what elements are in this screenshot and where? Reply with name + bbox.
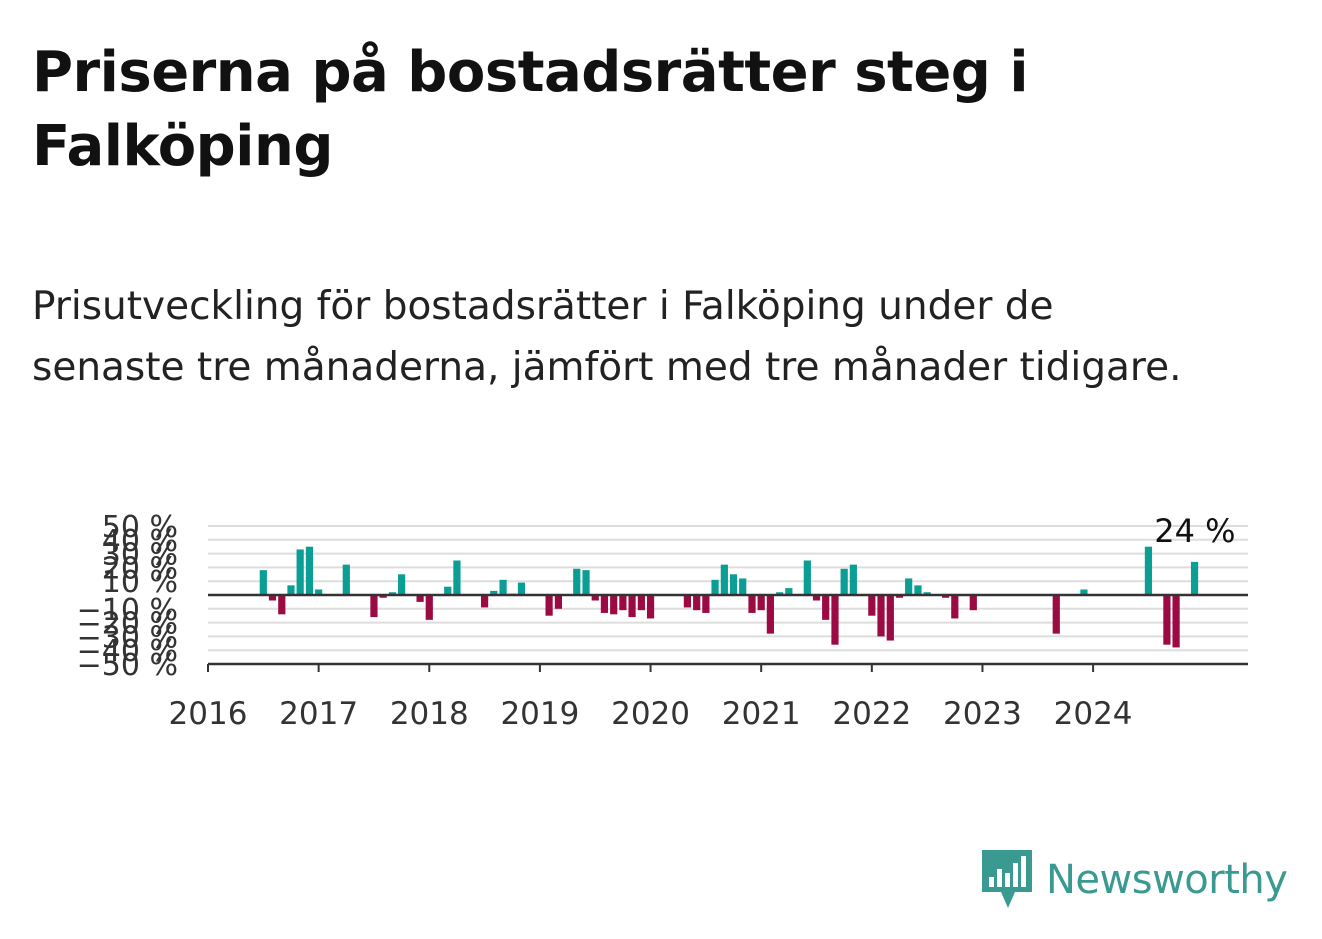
bar xyxy=(822,595,830,620)
bar xyxy=(315,589,323,595)
bar xyxy=(305,546,314,595)
x-tick-label: 2022 xyxy=(832,696,911,732)
bar xyxy=(942,595,950,598)
brand-name: Newsworthy xyxy=(1046,857,1288,903)
bar xyxy=(619,595,627,611)
bar xyxy=(1172,595,1180,648)
bar xyxy=(849,564,857,595)
bar xyxy=(490,590,498,595)
x-tick-label: 2018 xyxy=(390,696,469,732)
bar xyxy=(969,595,977,611)
bar xyxy=(480,595,489,608)
x-tick-label: 2019 xyxy=(500,696,579,732)
bars xyxy=(259,546,1199,648)
bar xyxy=(905,578,913,595)
y-tick-label: −30 % xyxy=(77,620,178,655)
bar xyxy=(1190,561,1199,595)
bar xyxy=(702,595,710,613)
bar xyxy=(683,595,691,608)
x-tick-label: 2021 xyxy=(722,696,801,732)
bar xyxy=(278,595,286,615)
bar xyxy=(610,595,618,615)
bar xyxy=(831,595,839,645)
bar xyxy=(582,570,590,595)
bar xyxy=(646,595,655,619)
bar xyxy=(370,595,378,618)
bar xyxy=(1052,595,1060,634)
bar xyxy=(757,595,765,611)
bar xyxy=(517,582,526,595)
bar xyxy=(628,595,636,618)
bar xyxy=(729,574,738,595)
bar xyxy=(388,592,397,595)
bar xyxy=(296,549,304,595)
bar xyxy=(637,595,645,611)
grid-lines xyxy=(208,525,1248,652)
bar xyxy=(342,564,350,595)
y-tick-label: 10 % xyxy=(102,565,178,600)
bar xyxy=(600,595,609,613)
chart-subtitle: Prisutveckling för bostadsrätter i Falkö… xyxy=(32,284,1182,390)
last-value-label: 24 % xyxy=(1154,512,1235,550)
bar xyxy=(268,595,277,601)
y-tick-label: −40 % xyxy=(77,634,178,669)
bar xyxy=(693,595,701,611)
bar xyxy=(711,579,719,595)
tick-labels: −50 %−40 %−30 %−20 %−10 %10 %20 %30 %40 … xyxy=(77,510,1236,732)
x-tick-label: 2024 xyxy=(1054,696,1133,732)
x-tick-label: 2017 xyxy=(279,696,358,732)
bar xyxy=(803,560,811,595)
bar xyxy=(545,595,553,616)
y-tick-label: 30 % xyxy=(102,538,178,573)
bar xyxy=(591,595,599,601)
newsworthy-logo: Newsworthy xyxy=(982,850,1288,910)
bar xyxy=(720,564,728,595)
bar xyxy=(425,595,433,620)
bar xyxy=(868,595,876,616)
x-tick-label: 2020 xyxy=(611,696,690,732)
bar xyxy=(785,588,793,595)
bar xyxy=(499,579,507,595)
bar xyxy=(259,570,267,595)
bar-chart: −50 %−40 %−30 %−20 %−10 %10 %20 %30 %40 … xyxy=(77,510,1248,732)
bar xyxy=(776,592,784,595)
bar xyxy=(748,595,756,613)
bar xyxy=(1080,589,1088,595)
bar xyxy=(379,595,387,598)
axes xyxy=(207,593,1248,672)
bar xyxy=(554,595,562,609)
bar xyxy=(1144,546,1153,595)
bar xyxy=(877,595,885,637)
bar xyxy=(766,595,774,634)
bar xyxy=(573,568,581,595)
bar xyxy=(895,595,904,598)
bar xyxy=(812,595,821,601)
y-tick-label: −50 % xyxy=(77,648,178,683)
chart-title: Priserna på bostadsrätter steg i Falköpi… xyxy=(32,40,1029,179)
y-tick-label: 50 % xyxy=(102,510,178,545)
y-tick-label: 40 % xyxy=(102,524,178,559)
bar xyxy=(287,585,295,595)
y-tick-label: −10 % xyxy=(77,593,178,628)
y-tick-label: −20 % xyxy=(77,607,178,642)
bar xyxy=(1163,595,1171,645)
bar xyxy=(739,578,747,595)
x-tick-label: 2023 xyxy=(943,696,1022,732)
bar-chart-speech-bubble-icon xyxy=(982,850,1032,908)
bar xyxy=(398,574,406,595)
bar xyxy=(951,595,959,619)
bar xyxy=(416,595,424,602)
bar xyxy=(840,568,848,595)
bar xyxy=(914,585,922,595)
bar xyxy=(444,586,452,595)
x-tick-label: 2016 xyxy=(169,696,248,732)
bar xyxy=(453,560,461,595)
bar xyxy=(923,592,931,595)
y-tick-label: 20 % xyxy=(102,551,178,586)
bar xyxy=(886,595,894,641)
